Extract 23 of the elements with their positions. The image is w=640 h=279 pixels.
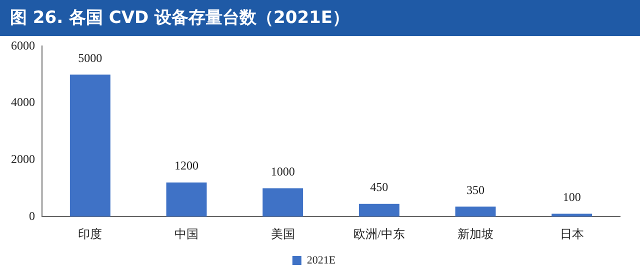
x-tick-label: 欧洲/中东 (353, 226, 405, 241)
chart-title: 图 26. 各国 CVD 设备存量台数（2021E） (0, 0, 640, 36)
x-tick-label: 新加坡 (458, 226, 494, 241)
y-tick-label: 4000 (11, 95, 35, 110)
legend-label: 2021E (306, 254, 336, 266)
data-label: 350 (466, 182, 484, 197)
x-tick-label: 美国 (270, 226, 295, 241)
data-label: 1200 (174, 158, 198, 173)
bar (262, 188, 304, 217)
data-label: 450 (370, 180, 388, 194)
bar (358, 204, 400, 217)
data-label: 5000 (78, 50, 102, 65)
bar (70, 74, 110, 217)
x-tick-label: 印度 (78, 226, 102, 241)
data-label: 100 (562, 190, 581, 204)
y-tick-label: 6000 (11, 38, 35, 52)
bar (166, 182, 207, 217)
bar (455, 206, 496, 217)
x-tick-label: 中国 (174, 226, 198, 241)
x-tick-label: 日本 (560, 226, 584, 241)
y-tick-label: 0 (29, 208, 35, 223)
y-tick-label: 2000 (11, 152, 35, 166)
data-label: 1000 (270, 164, 295, 178)
